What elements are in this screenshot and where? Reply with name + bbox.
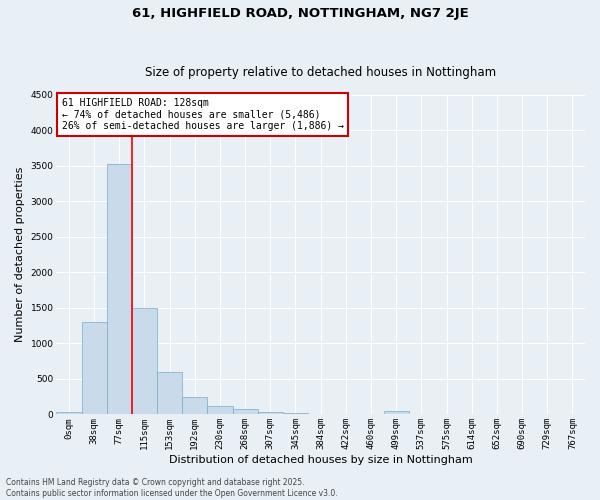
Text: 61, HIGHFIELD ROAD, NOTTINGHAM, NG7 2JE: 61, HIGHFIELD ROAD, NOTTINGHAM, NG7 2JE bbox=[131, 8, 469, 20]
Bar bbox=[208, 406, 233, 414]
Text: 61 HIGHFIELD ROAD: 128sqm
← 74% of detached houses are smaller (5,486)
26% of se: 61 HIGHFIELD ROAD: 128sqm ← 74% of detac… bbox=[62, 98, 344, 132]
Bar bbox=[107, 164, 132, 414]
Bar bbox=[82, 322, 107, 414]
Y-axis label: Number of detached properties: Number of detached properties bbox=[15, 167, 25, 342]
Bar bbox=[383, 411, 409, 414]
Bar bbox=[132, 308, 157, 414]
Bar bbox=[157, 372, 182, 414]
Title: Size of property relative to detached houses in Nottingham: Size of property relative to detached ho… bbox=[145, 66, 496, 78]
Bar bbox=[233, 409, 258, 414]
Text: Contains HM Land Registry data © Crown copyright and database right 2025.
Contai: Contains HM Land Registry data © Crown c… bbox=[6, 478, 338, 498]
Bar bbox=[56, 412, 82, 414]
X-axis label: Distribution of detached houses by size in Nottingham: Distribution of detached houses by size … bbox=[169, 455, 473, 465]
Bar bbox=[182, 396, 208, 414]
Bar bbox=[258, 412, 283, 414]
